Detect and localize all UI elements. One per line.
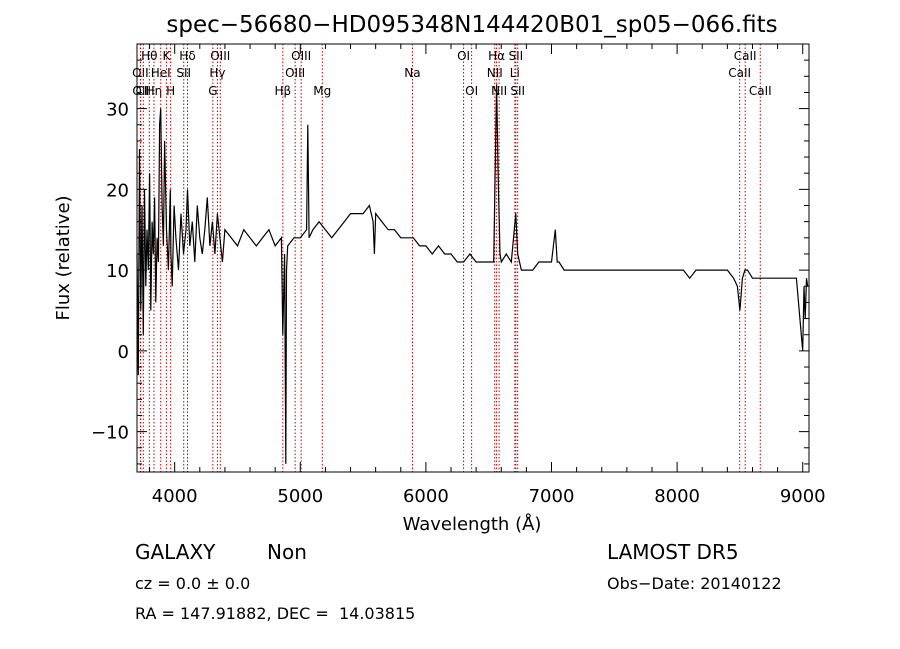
emission-line-label: CaII <box>734 49 757 63</box>
emission-line-label: Hα <box>488 49 505 63</box>
y-axis: −10 0 10 20 30 <box>91 59 809 465</box>
emission-line-label: OI <box>457 49 470 63</box>
x-tick-label: 5000 <box>277 486 323 507</box>
x-tick-label: 4000 <box>152 486 198 507</box>
y-tick-label: 0 <box>118 342 129 363</box>
emission-line-label: Na <box>404 66 420 80</box>
object-class: GALAXY <box>135 540 216 564</box>
x-tick-label: 7000 <box>529 486 575 507</box>
emission-line-label: NII <box>491 84 507 98</box>
emission-line-label: SII <box>510 84 525 98</box>
emission-line-label: NII <box>487 66 503 80</box>
emission-line-label: HeI <box>151 66 171 80</box>
emission-line-label: Mg <box>313 84 331 98</box>
emission-line-label: OI <box>465 84 478 98</box>
emission-line-label: OIII <box>210 49 230 63</box>
object-subclass: Non <box>267 540 307 564</box>
spectrum-line <box>136 84 809 464</box>
survey-name: LAMOST DR5 <box>607 540 739 564</box>
spectrum-series <box>136 84 809 464</box>
emission-line-label: SII <box>176 66 191 80</box>
observation-date: Obs−Date: 20140122 <box>607 574 782 593</box>
x-tick-label: 6000 <box>403 486 449 507</box>
emission-line-label: CII <box>136 84 151 98</box>
x-axis-label: Wavelength (Å) <box>403 513 542 535</box>
x-tick-label: 9000 <box>780 486 826 507</box>
emission-line-label: Hγ <box>209 66 225 80</box>
emission-line-label: OIII <box>291 49 311 63</box>
ra-dec: RA = 147.91882, DEC = 14.03815 <box>135 604 416 623</box>
x-axis: 4000 5000 6000 7000 8000 9000 <box>149 44 826 507</box>
redshift-cz: cz = 0.0 ± 0.0 <box>135 574 251 593</box>
y-tick-label: 20 <box>106 180 129 201</box>
emission-line-label: CaII <box>749 84 772 98</box>
y-tick-label: 10 <box>106 261 129 282</box>
emission-line-label: Li <box>510 66 520 80</box>
emission-line-label: K <box>162 49 171 63</box>
chart-title: spec−56680−HD095348N144420B01_sp05−066.f… <box>166 12 777 38</box>
emission-line-label: H <box>166 84 175 98</box>
y-tick-label: 30 <box>106 100 129 121</box>
emission-line-label: G <box>208 84 217 98</box>
emission-line-label: Hη <box>146 84 163 98</box>
emission-line-label: Hθ <box>141 49 157 63</box>
x-tick-label: 8000 <box>654 486 700 507</box>
emission-line-label: SII <box>508 49 523 63</box>
emission-line-label: CaII <box>728 66 751 80</box>
y-axis-label: Flux (relative) <box>53 195 74 320</box>
emission-line-label: Hδ <box>179 49 195 63</box>
y-tick-label: −10 <box>91 423 129 444</box>
plot-frame <box>136 43 810 473</box>
emission-line-label: OIII <box>285 66 305 80</box>
emission-line-label: Hβ <box>274 84 291 98</box>
